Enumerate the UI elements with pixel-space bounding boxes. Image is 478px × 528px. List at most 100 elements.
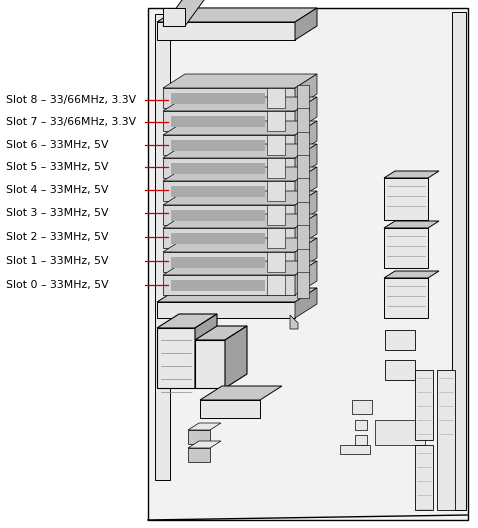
Polygon shape: [163, 97, 317, 111]
Polygon shape: [171, 257, 265, 268]
Polygon shape: [352, 400, 372, 414]
Polygon shape: [171, 92, 265, 103]
Text: Slot 1 – 33MHz, 5V: Slot 1 – 33MHz, 5V: [6, 256, 109, 266]
Polygon shape: [297, 108, 309, 134]
Polygon shape: [163, 111, 295, 131]
Polygon shape: [163, 275, 295, 295]
Text: Slot 8 – 33/66MHz, 3.3V: Slot 8 – 33/66MHz, 3.3V: [6, 95, 136, 105]
Polygon shape: [267, 205, 285, 225]
Polygon shape: [171, 116, 265, 127]
Polygon shape: [163, 228, 295, 248]
Polygon shape: [163, 74, 317, 88]
Polygon shape: [297, 155, 309, 181]
Polygon shape: [163, 167, 317, 181]
Polygon shape: [437, 370, 455, 510]
Polygon shape: [163, 144, 317, 158]
Polygon shape: [171, 210, 265, 221]
Polygon shape: [163, 121, 317, 135]
Polygon shape: [384, 221, 439, 228]
Polygon shape: [340, 445, 370, 454]
Polygon shape: [375, 420, 425, 445]
Polygon shape: [297, 178, 309, 204]
Polygon shape: [295, 191, 317, 225]
Polygon shape: [295, 97, 317, 131]
Polygon shape: [163, 135, 295, 155]
Polygon shape: [267, 228, 285, 248]
Polygon shape: [297, 202, 309, 228]
Polygon shape: [188, 430, 210, 444]
Text: Slot 2 – 33MHz, 5V: Slot 2 – 33MHz, 5V: [6, 232, 109, 242]
Polygon shape: [171, 139, 265, 150]
Polygon shape: [384, 171, 439, 178]
Polygon shape: [295, 8, 317, 40]
Polygon shape: [385, 360, 415, 380]
Bar: [148, 8, 468, 520]
Polygon shape: [295, 167, 317, 201]
Polygon shape: [267, 111, 285, 131]
Polygon shape: [163, 181, 295, 201]
Polygon shape: [295, 121, 317, 155]
Polygon shape: [195, 326, 247, 340]
Text: Slot 3 – 33MHz, 5V: Slot 3 – 33MHz, 5V: [6, 208, 109, 218]
Polygon shape: [157, 8, 317, 22]
Polygon shape: [171, 232, 265, 243]
Polygon shape: [163, 214, 317, 228]
Polygon shape: [267, 135, 285, 155]
Polygon shape: [295, 144, 317, 178]
Polygon shape: [267, 158, 285, 178]
Polygon shape: [163, 158, 295, 178]
Text: Slot 7 – 33/66MHz, 3.3V: Slot 7 – 33/66MHz, 3.3V: [6, 117, 136, 127]
Polygon shape: [200, 386, 282, 400]
Text: Slot 4 – 33MHz, 5V: Slot 4 – 33MHz, 5V: [6, 185, 109, 195]
Polygon shape: [200, 400, 260, 418]
Polygon shape: [163, 88, 295, 108]
Polygon shape: [157, 302, 295, 318]
Polygon shape: [188, 448, 210, 462]
Polygon shape: [290, 315, 298, 329]
Polygon shape: [163, 8, 185, 26]
Polygon shape: [157, 328, 195, 388]
Bar: [452, 12, 466, 510]
Polygon shape: [163, 261, 317, 275]
Polygon shape: [157, 288, 317, 302]
Polygon shape: [384, 178, 428, 220]
Polygon shape: [171, 163, 265, 174]
Polygon shape: [355, 420, 367, 430]
Polygon shape: [385, 330, 415, 350]
Polygon shape: [163, 191, 317, 205]
Polygon shape: [171, 279, 265, 290]
Polygon shape: [295, 261, 317, 295]
Polygon shape: [195, 340, 225, 388]
Polygon shape: [267, 88, 285, 108]
Polygon shape: [295, 288, 317, 318]
Polygon shape: [415, 445, 433, 510]
Polygon shape: [267, 275, 285, 295]
Polygon shape: [267, 181, 285, 201]
Polygon shape: [297, 272, 309, 298]
Text: Slot 6 – 33MHz, 5V: Slot 6 – 33MHz, 5V: [6, 140, 109, 150]
Polygon shape: [355, 435, 367, 445]
Polygon shape: [297, 225, 309, 251]
Polygon shape: [188, 441, 221, 448]
Polygon shape: [295, 74, 317, 108]
Polygon shape: [297, 132, 309, 158]
Polygon shape: [188, 423, 221, 430]
Polygon shape: [297, 249, 309, 275]
Polygon shape: [384, 228, 428, 268]
Polygon shape: [157, 22, 295, 40]
Polygon shape: [297, 85, 309, 111]
Polygon shape: [171, 185, 265, 196]
Polygon shape: [163, 238, 317, 252]
Polygon shape: [415, 370, 433, 440]
Polygon shape: [295, 238, 317, 272]
Polygon shape: [384, 271, 439, 278]
Polygon shape: [163, 252, 295, 272]
Polygon shape: [163, 0, 207, 26]
Bar: [155, 14, 170, 480]
Polygon shape: [157, 314, 217, 328]
Polygon shape: [163, 205, 295, 225]
Polygon shape: [195, 314, 217, 388]
Polygon shape: [267, 252, 285, 272]
Polygon shape: [384, 278, 428, 318]
Text: Slot 5 – 33MHz, 5V: Slot 5 – 33MHz, 5V: [6, 162, 109, 172]
